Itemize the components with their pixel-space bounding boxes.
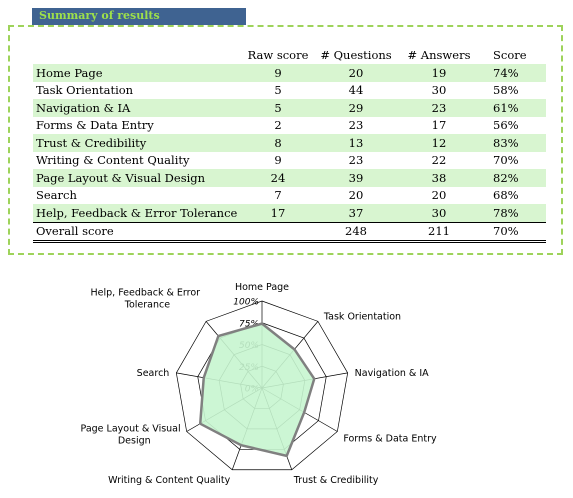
cell-answers: 23	[399, 99, 479, 117]
table-row: Home Page 9 20 19 74%	[33, 64, 546, 82]
cell-name: Home Page	[33, 64, 243, 82]
radar-category-label: Search	[137, 368, 170, 379]
cell-score: 74%	[479, 64, 546, 82]
cell-answers: 211	[399, 221, 479, 243]
table-row: Help, Feedback & Error Tolerance 17 37 30 78…	[33, 204, 546, 222]
radar-category-label: Trust & Credibility	[293, 475, 379, 486]
cell-name: Page Layout & Visual Design	[33, 169, 243, 187]
summary-header-bar: Summary of results	[32, 8, 246, 25]
radar-category-label: Writing & Content Quality	[108, 475, 231, 486]
cell-questions: 20	[348, 188, 364, 203]
cell-answers: 12	[399, 134, 479, 152]
radar-tick-label: 100%	[233, 298, 259, 308]
cell-score: 70%	[493, 153, 519, 168]
radar-series	[198, 322, 316, 458]
cell-raw: 2	[274, 118, 282, 133]
cell-raw: 9	[274, 153, 282, 168]
cell-answers: 17	[431, 118, 447, 133]
cell-questions: 23	[348, 118, 364, 133]
cell-raw: 5	[274, 83, 282, 98]
table-row: Forms & Data Entry 2 23 17 56%	[33, 117, 546, 135]
cell-questions: 29	[313, 99, 399, 117]
radar-category-label: Home Page	[235, 282, 289, 293]
cell-raw: 7	[274, 188, 282, 203]
cell-score: 61%	[479, 99, 546, 117]
results-panel	[8, 25, 563, 255]
cell-answers: 38	[399, 169, 479, 187]
cell-answers: 30	[431, 83, 447, 98]
cell-answers: 30	[399, 204, 479, 222]
results-table: Raw score # Questions # Answers Score Ho…	[33, 46, 546, 243]
cell-questions: 248	[313, 221, 399, 243]
cell-score: 70%	[479, 221, 546, 243]
table-row: Writing & Content Quality 9 23 22 70%	[33, 152, 546, 170]
overall-score-row: Overall score 248 211 70%	[33, 221, 546, 243]
cell-questions: 39	[313, 169, 399, 187]
cell-raw: 17	[243, 204, 313, 222]
table-row: Trust & Credibility 8 13 12 83%	[33, 134, 546, 152]
col-header-raw-score: Raw score	[247, 48, 309, 62]
cell-name: Trust & Credibility	[33, 134, 243, 152]
table-row: Task Orientation 5 44 30 58%	[33, 82, 546, 100]
cell-questions: 37	[313, 204, 399, 222]
cell-questions: 20	[313, 64, 399, 82]
table-row: Navigation & IA 5 29 23 61%	[33, 99, 546, 117]
radar-category-label: Page Layout & Visual Design	[81, 424, 181, 447]
cell-score: 83%	[479, 134, 546, 152]
summary-title: Summary of results	[39, 9, 160, 22]
cell-name: Help, Feedback & Error Tolerance	[33, 204, 243, 222]
cell-name: Task Orientation	[36, 83, 134, 98]
cell-name: Writing & Content Quality	[36, 153, 190, 168]
cell-score: 56%	[493, 118, 519, 133]
cell-answers: 20	[431, 188, 447, 203]
table-header-row: Raw score # Questions # Answers Score	[33, 46, 546, 64]
cell-score: 58%	[493, 83, 519, 98]
table-row: Search 7 20 20 68%	[33, 187, 546, 205]
col-header-answers: # Answers	[407, 48, 471, 62]
cell-score: 68%	[493, 188, 519, 203]
table-row: Page Layout & Visual Design 24 39 38 82%	[33, 169, 546, 187]
cell-score: 82%	[479, 169, 546, 187]
radar-category-label: Navigation & IA	[355, 368, 429, 379]
cell-raw: 24	[243, 169, 313, 187]
cell-raw	[243, 221, 313, 243]
cell-name: Overall score	[33, 221, 243, 243]
cell-questions: 23	[348, 153, 364, 168]
cell-name: Forms & Data Entry	[36, 118, 154, 133]
radar-category-label: Task Orientation	[323, 311, 401, 322]
cell-questions: 44	[348, 83, 364, 98]
radar-tick-label: 75%	[239, 319, 259, 329]
cell-questions: 13	[313, 134, 399, 152]
radar-category-label: Forms & Data Entry	[343, 434, 437, 445]
radar-category-labels: Home Page Task Orientation Navigation & IA…	[81, 282, 437, 486]
cell-score: 78%	[479, 204, 546, 222]
cell-answers: 22	[431, 153, 447, 168]
cell-name: Search	[36, 188, 77, 203]
cell-answers: 19	[399, 64, 479, 82]
radar-category-label: Help, Feedback & Error Tolerance	[91, 287, 201, 310]
cell-raw: 9	[243, 64, 313, 82]
radar-grid-ring	[175, 300, 349, 471]
col-header-score: Score	[493, 48, 527, 62]
col-header-questions: # Questions	[320, 48, 392, 62]
radar-series-area	[198, 322, 316, 458]
cell-name: Navigation & IA	[33, 99, 243, 117]
cell-raw: 5	[243, 99, 313, 117]
col-header-category	[33, 46, 243, 64]
cell-raw: 8	[243, 134, 313, 152]
